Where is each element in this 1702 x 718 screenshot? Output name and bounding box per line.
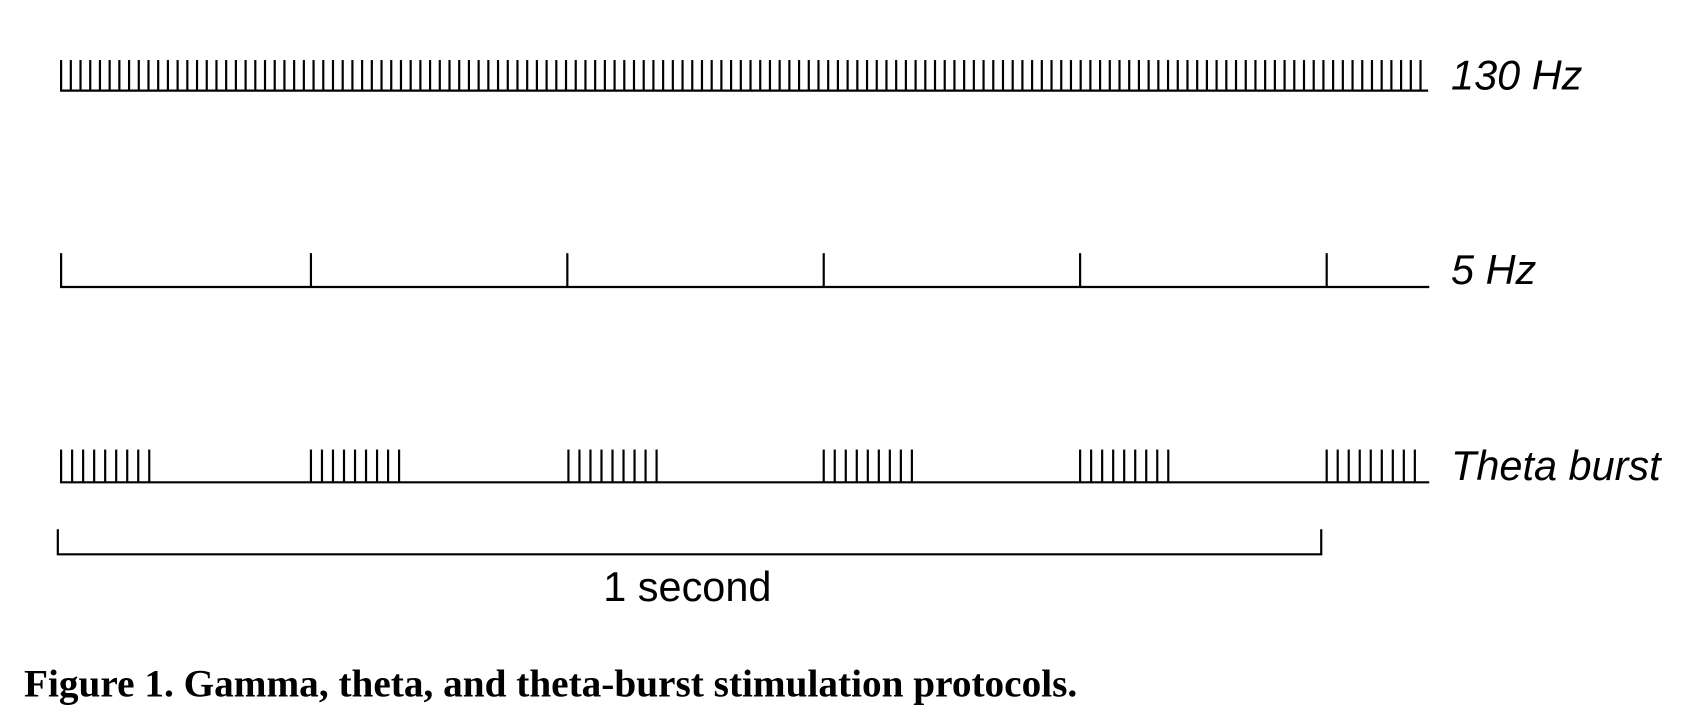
row-label: Theta burst <box>1451 442 1662 489</box>
scale-label: 1 second <box>603 563 771 610</box>
row-label: 5 Hz <box>1451 246 1536 293</box>
pulse-trains <box>60 60 1430 484</box>
caption: Figure 1. Gamma, theta, and theta-burst … <box>24 662 1077 705</box>
scale-bar <box>56 529 1323 556</box>
row-label: 130 Hz <box>1451 52 1583 99</box>
